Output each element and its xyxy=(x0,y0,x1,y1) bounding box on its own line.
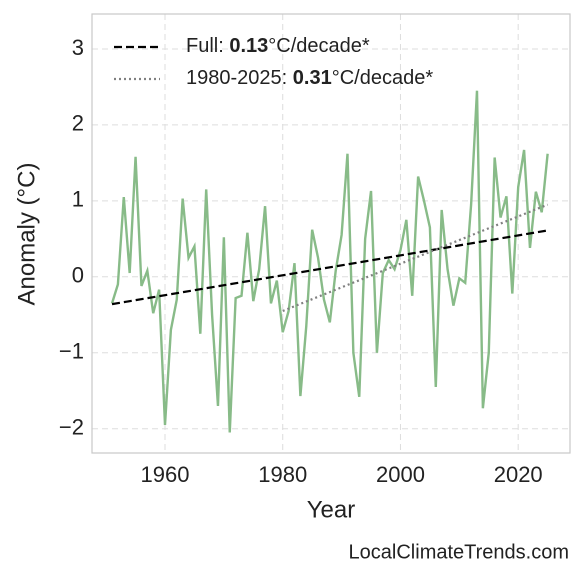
data-line xyxy=(110,90,549,433)
x-axis-label: Year xyxy=(307,496,356,523)
plot-frame xyxy=(91,13,571,454)
x-tick-label: 1980 xyxy=(258,462,307,487)
trend-line xyxy=(111,229,548,306)
legend-name: Full: xyxy=(186,35,229,57)
y-tick-label: 2 xyxy=(72,111,84,136)
x-tick-label: 2000 xyxy=(376,462,425,487)
legend-unit: °C/decade* xyxy=(332,67,434,89)
x-tick-label: 2020 xyxy=(494,462,543,487)
x-tick-label: 1960 xyxy=(141,462,190,487)
y-tick-label: 0 xyxy=(72,263,84,288)
y-tick-label: −1 xyxy=(59,339,84,364)
y-tick-label: −2 xyxy=(59,415,84,440)
legend-label: Full: 0.13°C/decade* xyxy=(186,35,370,57)
legend-name: 1980-2025: xyxy=(186,67,293,89)
y-tick-label: 1 xyxy=(72,187,84,212)
legend-label: 1980-2025: 0.31°C/decade* xyxy=(186,67,433,89)
legend-unit: °C/decade* xyxy=(268,35,370,57)
legend-slope: 0.31 xyxy=(293,67,332,89)
watermark: LocalClimateTrends.com xyxy=(349,541,569,563)
legend-slope: 0.13 xyxy=(229,35,268,57)
y-axis-label: Anomaly (°C) xyxy=(13,163,40,306)
y-tick-label: 3 xyxy=(72,35,84,60)
